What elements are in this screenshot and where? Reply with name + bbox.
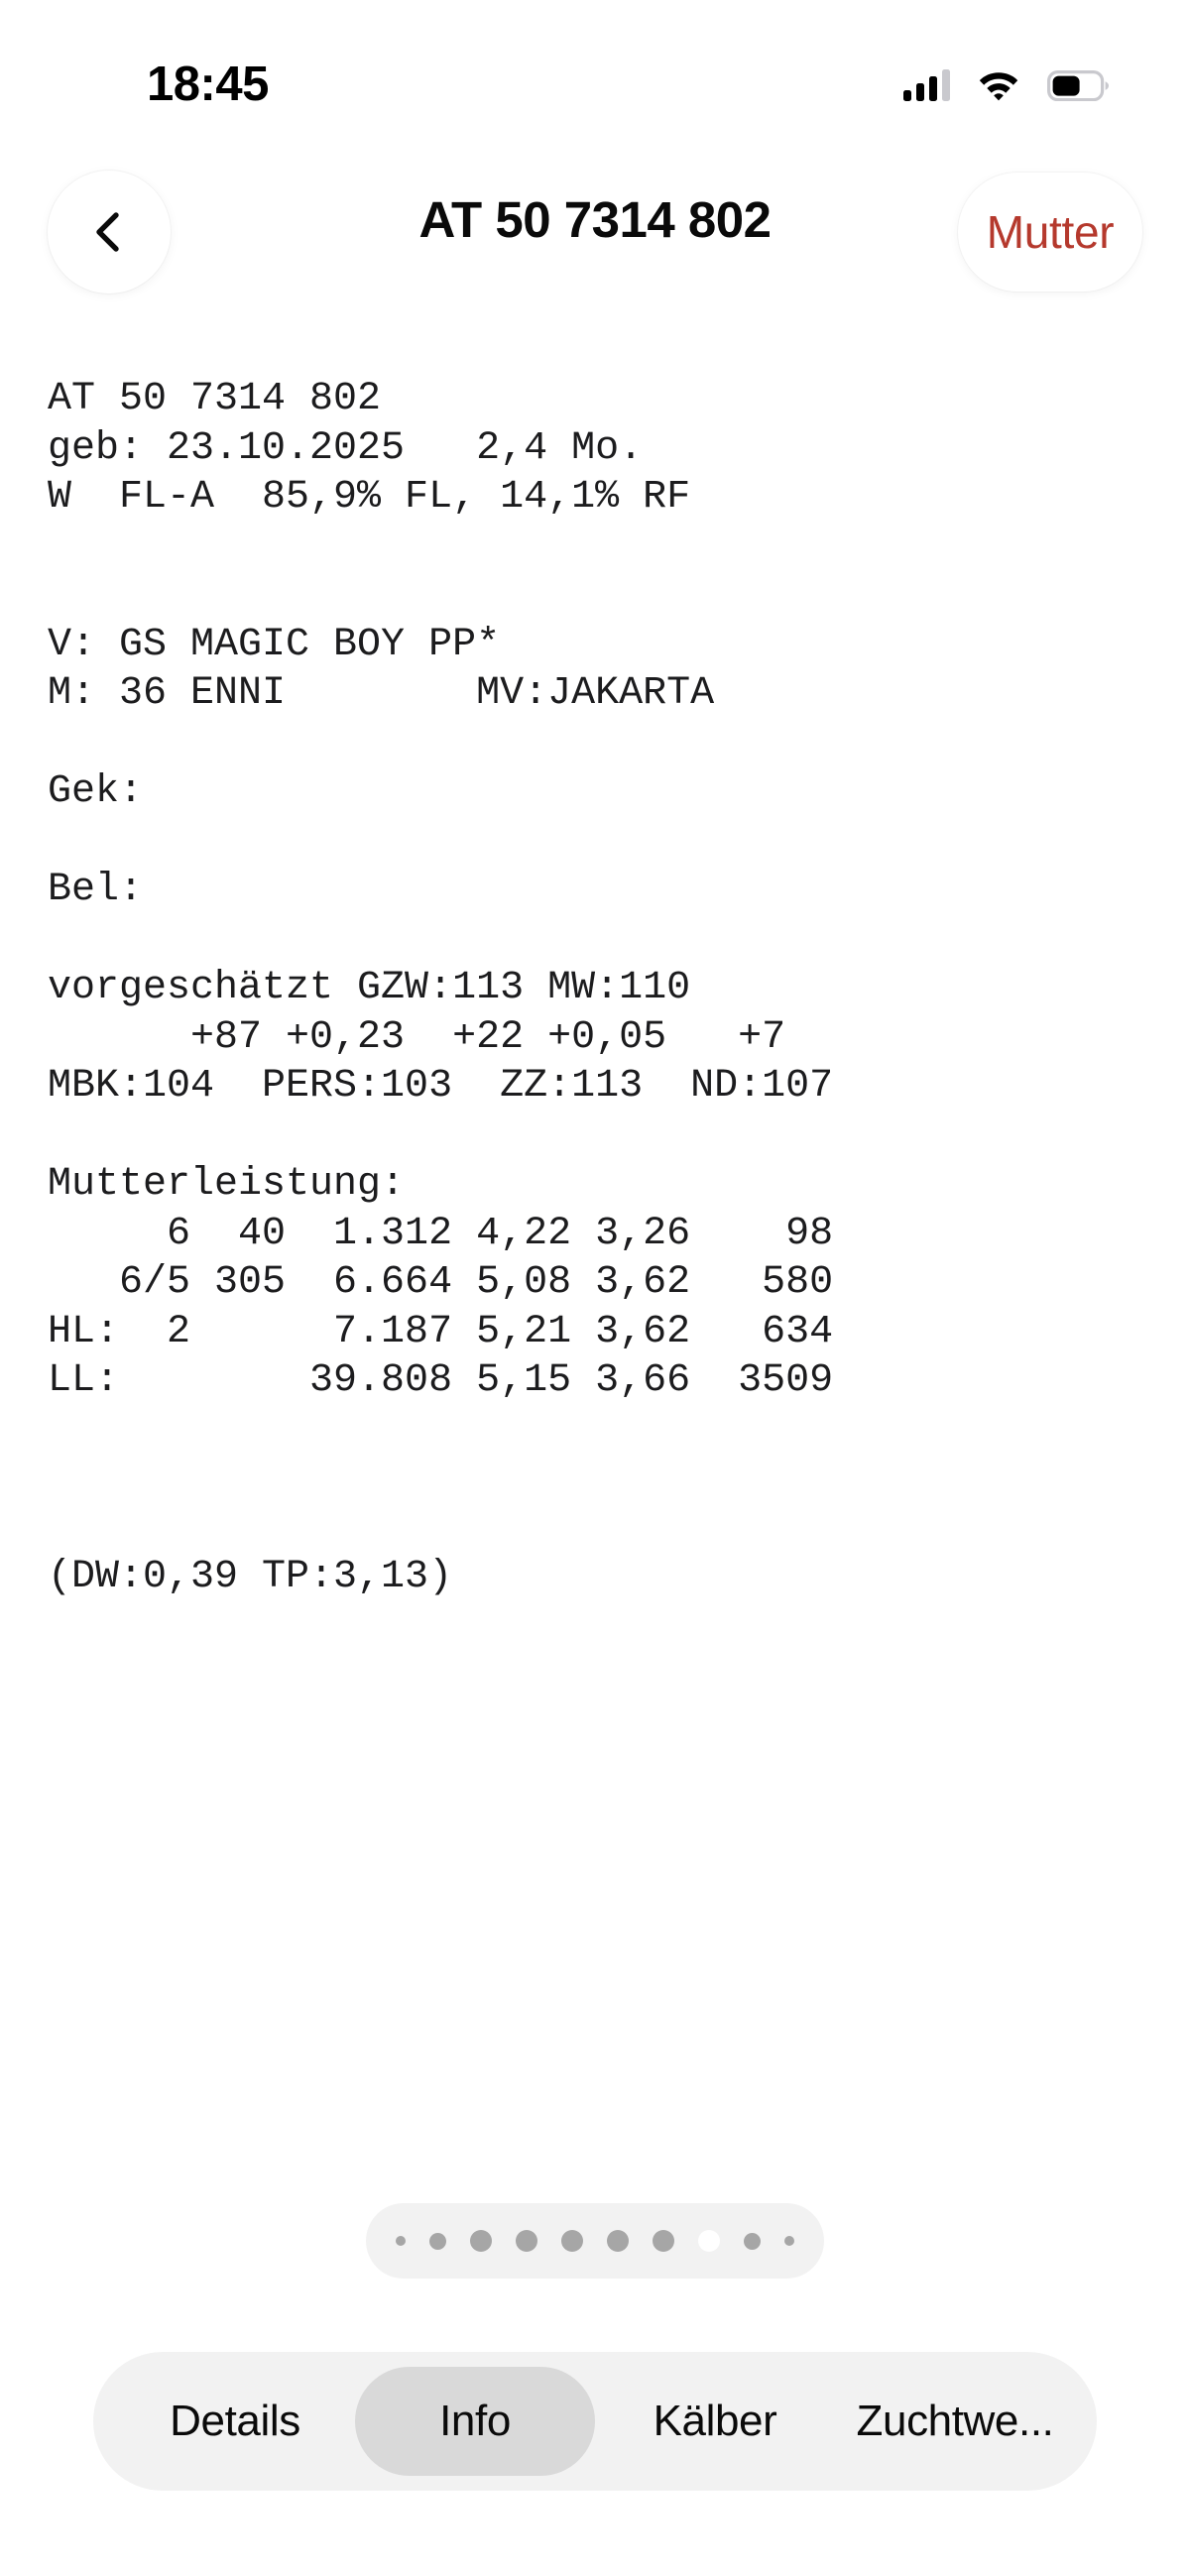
info-line: Gek: [48, 769, 144, 814]
page-dot[interactable] [396, 2236, 406, 2246]
info-line [48, 1406, 1148, 1456]
info-line [48, 523, 1148, 572]
tab-info[interactable]: Info [355, 2367, 595, 2476]
tab-k-lber[interactable]: Kälber [653, 2397, 777, 2445]
page-indicator[interactable] [366, 2203, 824, 2279]
page-dot[interactable] [429, 2232, 446, 2250]
bottom-tab-bar: Details Info Kälber Zuchtwe... [93, 2352, 1097, 2491]
battery-icon [1047, 69, 1109, 101]
info-line [48, 915, 1148, 965]
info-line: MBK:104 PERS:103 ZZ:113 ND:107 [48, 1064, 834, 1109]
page-dot[interactable] [607, 2230, 629, 2252]
info-line: M: 36 ENNI MV:JAKARTA [48, 671, 715, 716]
tab-zuchtwe[interactable]: Zuchtwe... [856, 2397, 1054, 2445]
info-line: LL: 39.808 5,15 3,66 3509 [48, 1358, 834, 1403]
page-dot[interactable] [561, 2230, 583, 2252]
info-line: W FL-A 85,9% FL, 14,1% RF [48, 475, 691, 520]
info-line: Mutterleistung: [48, 1162, 406, 1207]
animal-info-text: AT 50 7314 802 geb: 23.10.2025 2,4 Mo. W F… [48, 375, 1148, 1602]
navigation-bar: AT 50 7314 802 Mutter [0, 159, 1190, 307]
info-line: 6/5 305 6.664 5,08 3,62 580 [48, 1260, 834, 1305]
info-line [48, 719, 1148, 768]
signal-bars-icon [903, 69, 950, 101]
tab-details[interactable]: Details [170, 2397, 300, 2445]
info-line: vorgeschätzt GZW:113 MW:110 [48, 966, 691, 1010]
chevron-left-icon [86, 209, 132, 255]
info-line: Bel: [48, 868, 144, 912]
info-line [48, 571, 1148, 621]
info-line: (DW:0,39 TP:3,13) [48, 1555, 453, 1599]
info-line [48, 817, 1148, 867]
status-bar-icons [903, 69, 1109, 101]
info-line: HL: 2 7.187 5,21 3,62 634 [48, 1309, 834, 1354]
status-bar-clock: 18:45 [147, 58, 269, 111]
info-line: 6 40 1.312 4,22 3,26 98 [48, 1211, 834, 1256]
page-dot-active[interactable] [698, 2230, 720, 2252]
info-line: AT 50 7314 802 [48, 377, 382, 421]
status-bar: 18:45 [0, 0, 1190, 149]
page-dot[interactable] [744, 2232, 761, 2250]
info-line [48, 1504, 1148, 1554]
back-button[interactable] [48, 171, 171, 293]
page-dot[interactable] [784, 2236, 794, 2246]
info-line: V: GS MAGIC BOY PP* [48, 622, 501, 667]
info-line: +87 +0,23 +22 +0,05 +7 [48, 1014, 786, 1060]
info-line [48, 1455, 1148, 1504]
page-dot[interactable] [470, 2230, 492, 2252]
page-dot[interactable] [516, 2230, 537, 2252]
page-dot[interactable] [653, 2230, 674, 2252]
info-line [48, 1112, 1148, 1161]
page-title: AT 50 7314 802 [418, 191, 772, 248]
wifi-icon [978, 69, 1019, 101]
mutter-button[interactable]: Mutter [958, 173, 1142, 292]
info-line: geb: 23.10.2025 2,4 Mo. [48, 425, 644, 471]
